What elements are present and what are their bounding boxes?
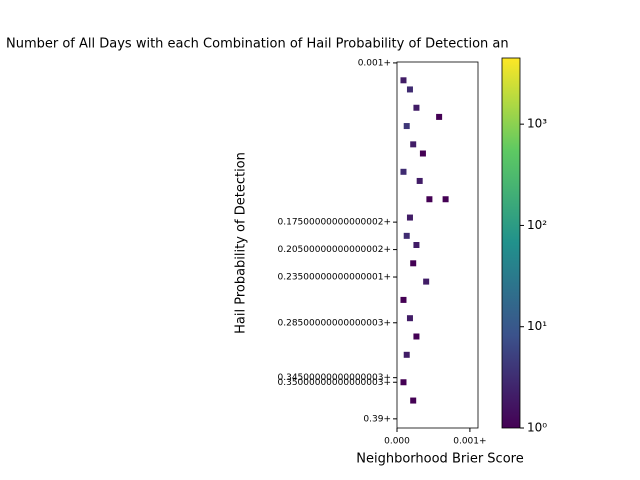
plot-frame bbox=[396, 61, 479, 429]
heatmap-cell bbox=[413, 333, 420, 340]
heatmap-cell bbox=[406, 315, 413, 322]
heatmap-cell bbox=[400, 379, 407, 386]
heatmap-cell bbox=[442, 196, 449, 203]
heatmap-cell bbox=[400, 168, 407, 175]
heatmap-cell bbox=[419, 150, 426, 157]
y-tick-label: 0.17500000000000002+ bbox=[278, 218, 391, 228]
heatmap-cell bbox=[403, 351, 410, 358]
colorbar-tick-label: 10³ bbox=[527, 117, 547, 131]
y-tick-label: 0.20500000000000002+ bbox=[278, 245, 391, 255]
heatmap-cell bbox=[410, 260, 417, 267]
colorbar-tick-label: 10² bbox=[527, 218, 547, 232]
heatmap-cell bbox=[406, 86, 413, 93]
chart-title: Number of All Days with each Combination… bbox=[6, 37, 509, 52]
y-tick-label: 0.34500000000000003+ bbox=[278, 373, 391, 383]
heatmap-cell bbox=[410, 141, 417, 148]
heatmap-cell bbox=[426, 196, 433, 203]
y-tick-label: 0.35000000000000003+ bbox=[278, 378, 391, 388]
x-tick-label: 0.001+ bbox=[453, 437, 486, 447]
y-tick-label: 0.39+ bbox=[363, 414, 391, 424]
y-tick-label: 0.001+ bbox=[358, 58, 391, 68]
y-tick-label: 0.28500000000000003+ bbox=[278, 318, 391, 328]
heatmap-cell bbox=[403, 123, 410, 130]
y-tick-label: 0.23500000000000001+ bbox=[278, 273, 391, 283]
heatmap-cell bbox=[400, 77, 407, 84]
colorbar-tick-label: 10⁰ bbox=[527, 421, 547, 435]
x-tick-label: 0.000 bbox=[384, 437, 410, 447]
y-axis-label: Hail Probability of Detection bbox=[234, 152, 249, 334]
heatmap-cell bbox=[436, 113, 443, 120]
heatmap-cell bbox=[406, 214, 413, 221]
heatmap-cell bbox=[416, 177, 423, 184]
heatmap-cell bbox=[413, 242, 420, 248]
heatmap-cell bbox=[410, 397, 417, 404]
colorbar-tick-label: 10¹ bbox=[527, 319, 547, 333]
heatmap-cell bbox=[403, 232, 410, 239]
heatmap-cell bbox=[413, 104, 420, 111]
heatmap-cell bbox=[423, 278, 430, 285]
colorbar bbox=[501, 57, 521, 429]
heatmap-cell bbox=[400, 296, 407, 303]
x-axis-label: Neighborhood Brier Score bbox=[356, 452, 523, 467]
